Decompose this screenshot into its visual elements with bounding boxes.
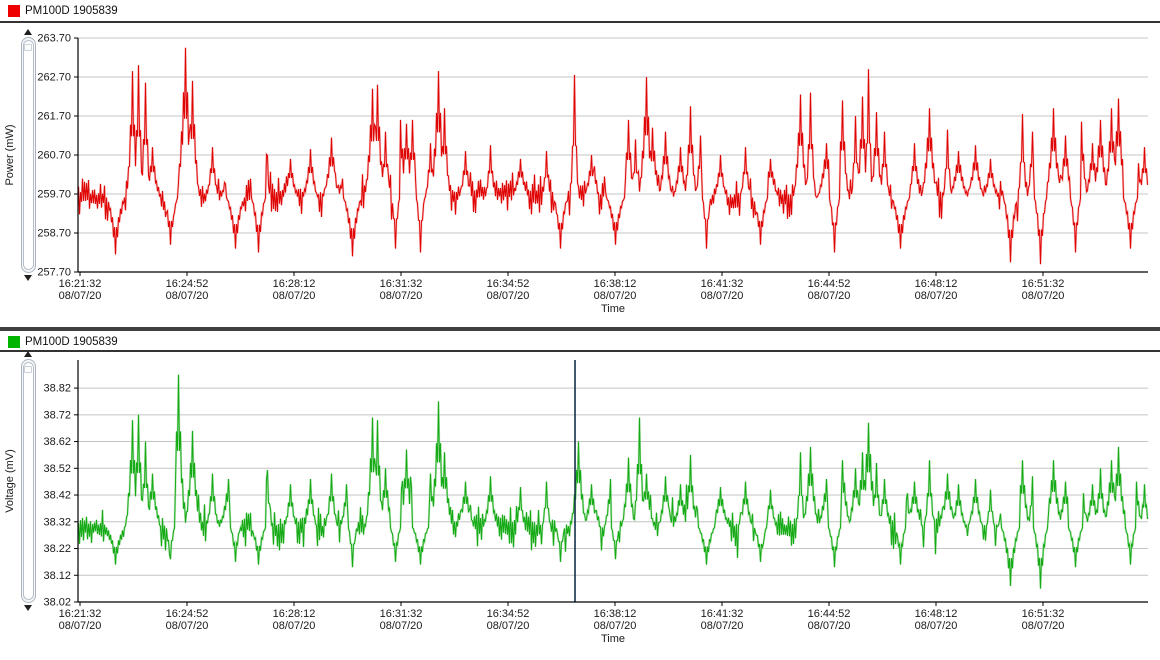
power-x-axis-title: Time	[600, 303, 626, 315]
slider-track[interactable]	[20, 359, 36, 603]
slider-track[interactable]	[20, 37, 36, 273]
x-tick-time-label: 16:24:52	[166, 608, 209, 620]
y-tick-label: 38.52	[43, 463, 71, 475]
x-tick-date-label: 08/07/20	[701, 620, 744, 632]
x-tick-date-label: 08/07/20	[273, 620, 316, 632]
voltage-x-axis-title: Time	[600, 633, 626, 645]
x-tick-time-label: 16:51:32	[1022, 278, 1065, 290]
power-zoom-slider	[19, 29, 37, 281]
y-tick-label: 262.70	[37, 72, 71, 84]
power-legend: PM100D 1905839	[8, 3, 118, 19]
slider-up-arrow-icon[interactable]	[24, 29, 32, 35]
y-tick-label: 38.12	[43, 570, 71, 582]
power-y-axis-title: Power (mW)	[4, 124, 16, 186]
slider-up-arrow-icon[interactable]	[24, 351, 32, 357]
series-line	[78, 374, 1148, 589]
x-tick-time-label: 16:44:52	[808, 278, 851, 290]
y-tick-label: 258.70	[37, 228, 71, 240]
y-tick-label: 38.82	[43, 383, 71, 395]
power-chart-canvas[interactable]: 263.70 262.70 261.70 260.70 259.70 258.70 257.…	[0, 0, 1160, 330]
power-chart-panel: 263.70 262.70 261.70 260.70 259.70 258.70 257.…	[0, 0, 1160, 330]
x-tick-time-label: 16:44:52	[808, 608, 851, 620]
x-tick-time-label: 16:41:32	[701, 278, 744, 290]
x-tick-time-label: 16:51:32	[1022, 608, 1065, 620]
x-tick-date-label: 08/07/20	[166, 290, 209, 302]
x-tick-date-label: 08/07/20	[1022, 620, 1065, 632]
x-tick-time-label: 16:41:32	[701, 608, 744, 620]
voltage-chart-panel: 38.82 38.72 38.62 38.52 38.42 38.32 38.22 38.12…	[0, 330, 1160, 660]
voltage-y-axis-title: Voltage (mV)	[4, 449, 16, 513]
y-tick-label: 38.72	[43, 409, 71, 421]
x-tick-date-label: 08/07/20	[808, 620, 851, 632]
x-tick-date-label: 08/07/20	[915, 620, 958, 632]
y-tick-label: 38.02	[43, 597, 71, 609]
legend-separator	[0, 21, 1160, 23]
legend-separator	[0, 350, 1160, 352]
slider-thumb[interactable]	[22, 362, 34, 600]
voltage-legend-swatch	[8, 336, 20, 348]
x-tick-time-label: 16:28:12	[273, 608, 316, 620]
x-tick-time-label: 16:48:12	[915, 278, 958, 290]
y-tick-label: 259.70	[37, 189, 71, 201]
x-tick-time-label: 16:38:12	[594, 278, 637, 290]
x-tick-date-label: 08/07/20	[808, 290, 851, 302]
x-tick-time-label: 16:21:32	[59, 278, 102, 290]
power-legend-label: PM100D 1905839	[25, 5, 118, 17]
y-tick-label: 261.70	[37, 111, 71, 123]
x-tick-time-label: 16:31:32	[380, 608, 423, 620]
x-tick-time-label: 16:38:12	[594, 608, 637, 620]
x-tick-time-label: 16:48:12	[915, 608, 958, 620]
series-line	[78, 47, 1148, 265]
x-tick-date-label: 08/07/20	[273, 290, 316, 302]
slider-grip-icon	[24, 366, 32, 373]
series-line-halo	[77, 374, 1149, 589]
x-tick-time-label: 16:31:32	[380, 278, 423, 290]
x-tick-date-label: 08/07/20	[1022, 290, 1065, 302]
voltage-legend: PM100D 1905839	[8, 334, 118, 350]
x-tick-time-label: 16:28:12	[273, 278, 316, 290]
panel-divider	[0, 327, 1160, 331]
x-tick-date-label: 08/07/20	[594, 290, 637, 302]
slider-down-arrow-icon[interactable]	[24, 275, 32, 281]
x-tick-date-label: 08/07/20	[166, 620, 209, 632]
voltage-legend-label: PM100D 1905839	[25, 336, 118, 348]
x-tick-time-label: 16:34:52	[487, 608, 530, 620]
voltage-chart-canvas[interactable]: 38.82 38.72 38.62 38.52 38.42 38.32 38.22 38.12…	[0, 330, 1160, 660]
x-tick-time-label: 16:24:52	[166, 278, 209, 290]
y-tick-label: 38.22	[43, 543, 71, 555]
x-tick-date-label: 08/07/20	[594, 620, 637, 632]
y-tick-label: 257.70	[37, 267, 71, 279]
slider-grip-icon	[24, 44, 32, 51]
x-tick-date-label: 08/07/20	[915, 290, 958, 302]
slider-thumb[interactable]	[22, 40, 34, 270]
x-tick-date-label: 08/07/20	[487, 620, 530, 632]
x-tick-date-label: 08/07/20	[487, 290, 530, 302]
slider-down-arrow-icon[interactable]	[24, 605, 32, 611]
y-tick-label: 38.42	[43, 490, 71, 502]
series-line-halo	[77, 47, 1149, 265]
x-tick-date-label: 08/07/20	[701, 290, 744, 302]
y-tick-label: 260.70	[37, 150, 71, 162]
x-tick-time-label: 16:34:52	[487, 278, 530, 290]
x-tick-date-label: 08/07/20	[380, 620, 423, 632]
voltage-zoom-slider	[19, 351, 37, 611]
x-tick-date-label: 08/07/20	[380, 290, 423, 302]
power-legend-swatch	[8, 5, 20, 17]
y-tick-label: 38.32	[43, 516, 71, 528]
y-tick-label: 263.70	[37, 33, 71, 45]
x-tick-date-label: 08/07/20	[59, 290, 102, 302]
y-tick-label: 38.62	[43, 436, 71, 448]
x-tick-date-label: 08/07/20	[59, 620, 102, 632]
x-tick-time-label: 16:21:32	[59, 608, 102, 620]
